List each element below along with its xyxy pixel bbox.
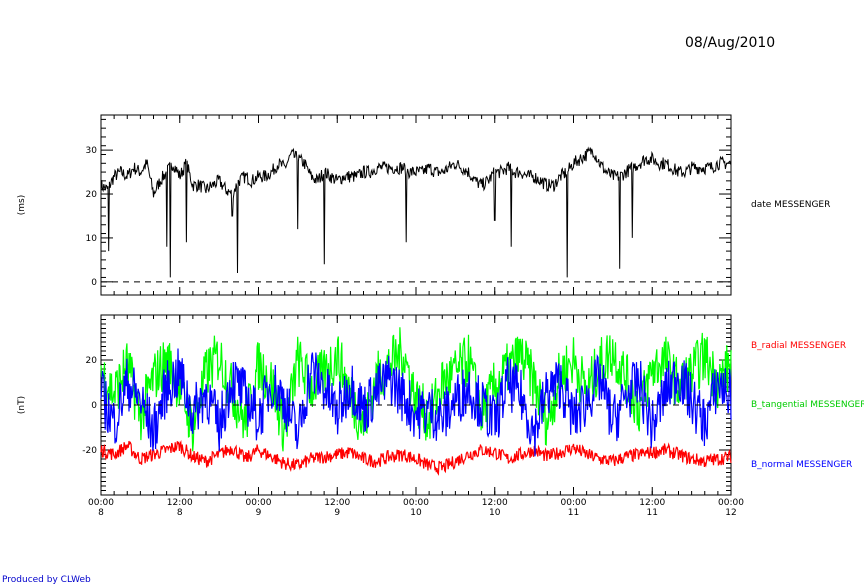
bottom-panel: -20 0 20 (nT) B_radial MESSENGER B_tangent… [17, 314, 864, 496]
x-tick-day: 11 [568, 508, 579, 518]
x-tick-day: 11 [647, 508, 658, 518]
footer-credit: Produced by CLWeb [2, 575, 91, 584]
legend-b-tangential: B_tangential MESSENGER [751, 400, 864, 410]
bottom-series-group [100, 327, 732, 476]
bottom-tick-label: -20 [82, 446, 97, 456]
top-tick-label: 10 [86, 234, 98, 244]
x-tick-day: 12 [725, 508, 736, 518]
series-line-b-radial-messenger [100, 440, 732, 476]
x-tick-time: 00:00 [561, 498, 587, 508]
legend-date-messenger: date MESSENGER [751, 200, 830, 210]
x-tick-day: 9 [256, 508, 262, 518]
top-y-axis: 0 10 20 30 [86, 115, 732, 296]
top-panel: 0 10 20 30 (ms) date MESSENGER [17, 114, 830, 296]
x-tick-time: 00:00 [718, 498, 744, 508]
top-tick-label: 30 [86, 146, 98, 156]
x-tick-time: 12:00 [639, 498, 665, 508]
x-tick-time: 12:00 [482, 498, 508, 508]
top-series-group [100, 146, 732, 283]
x-tick-day: 8 [98, 508, 104, 518]
x-tick-time: 00:00 [88, 498, 114, 508]
top-tick-label: 20 [86, 190, 98, 200]
x-tick-day: 9 [334, 508, 340, 518]
x-tick-day: 10 [410, 508, 422, 518]
x-tick-day: 8 [177, 508, 183, 518]
x-tick-time: 12:00 [324, 498, 350, 508]
top-tick-label: 0 [91, 278, 97, 288]
x-tick-day: 10 [489, 508, 501, 518]
bottom-ylabel: (nT) [17, 396, 27, 414]
x-tick-time: 12:00 [167, 498, 193, 508]
bottom-tick-label: 0 [91, 401, 97, 411]
top-ylabel: (ms) [17, 195, 27, 215]
bottom-tick-label: 20 [86, 356, 98, 366]
series-line-b-normal-messenger [100, 348, 732, 457]
x-tick-time: 00:00 [246, 498, 272, 508]
top-panel-frame [100, 114, 732, 296]
x-axis: 00:00812:00800:00912:00900:001012:001000… [88, 498, 744, 518]
legend-b-radial: B_radial MESSENGER [751, 341, 846, 351]
legend-b-normal: B_normal MESSENGER [751, 460, 852, 470]
x-tick-time: 00:00 [403, 498, 429, 508]
date-title: 08/Aug/2010 [685, 35, 775, 51]
series-line-date-messenger [100, 146, 732, 278]
